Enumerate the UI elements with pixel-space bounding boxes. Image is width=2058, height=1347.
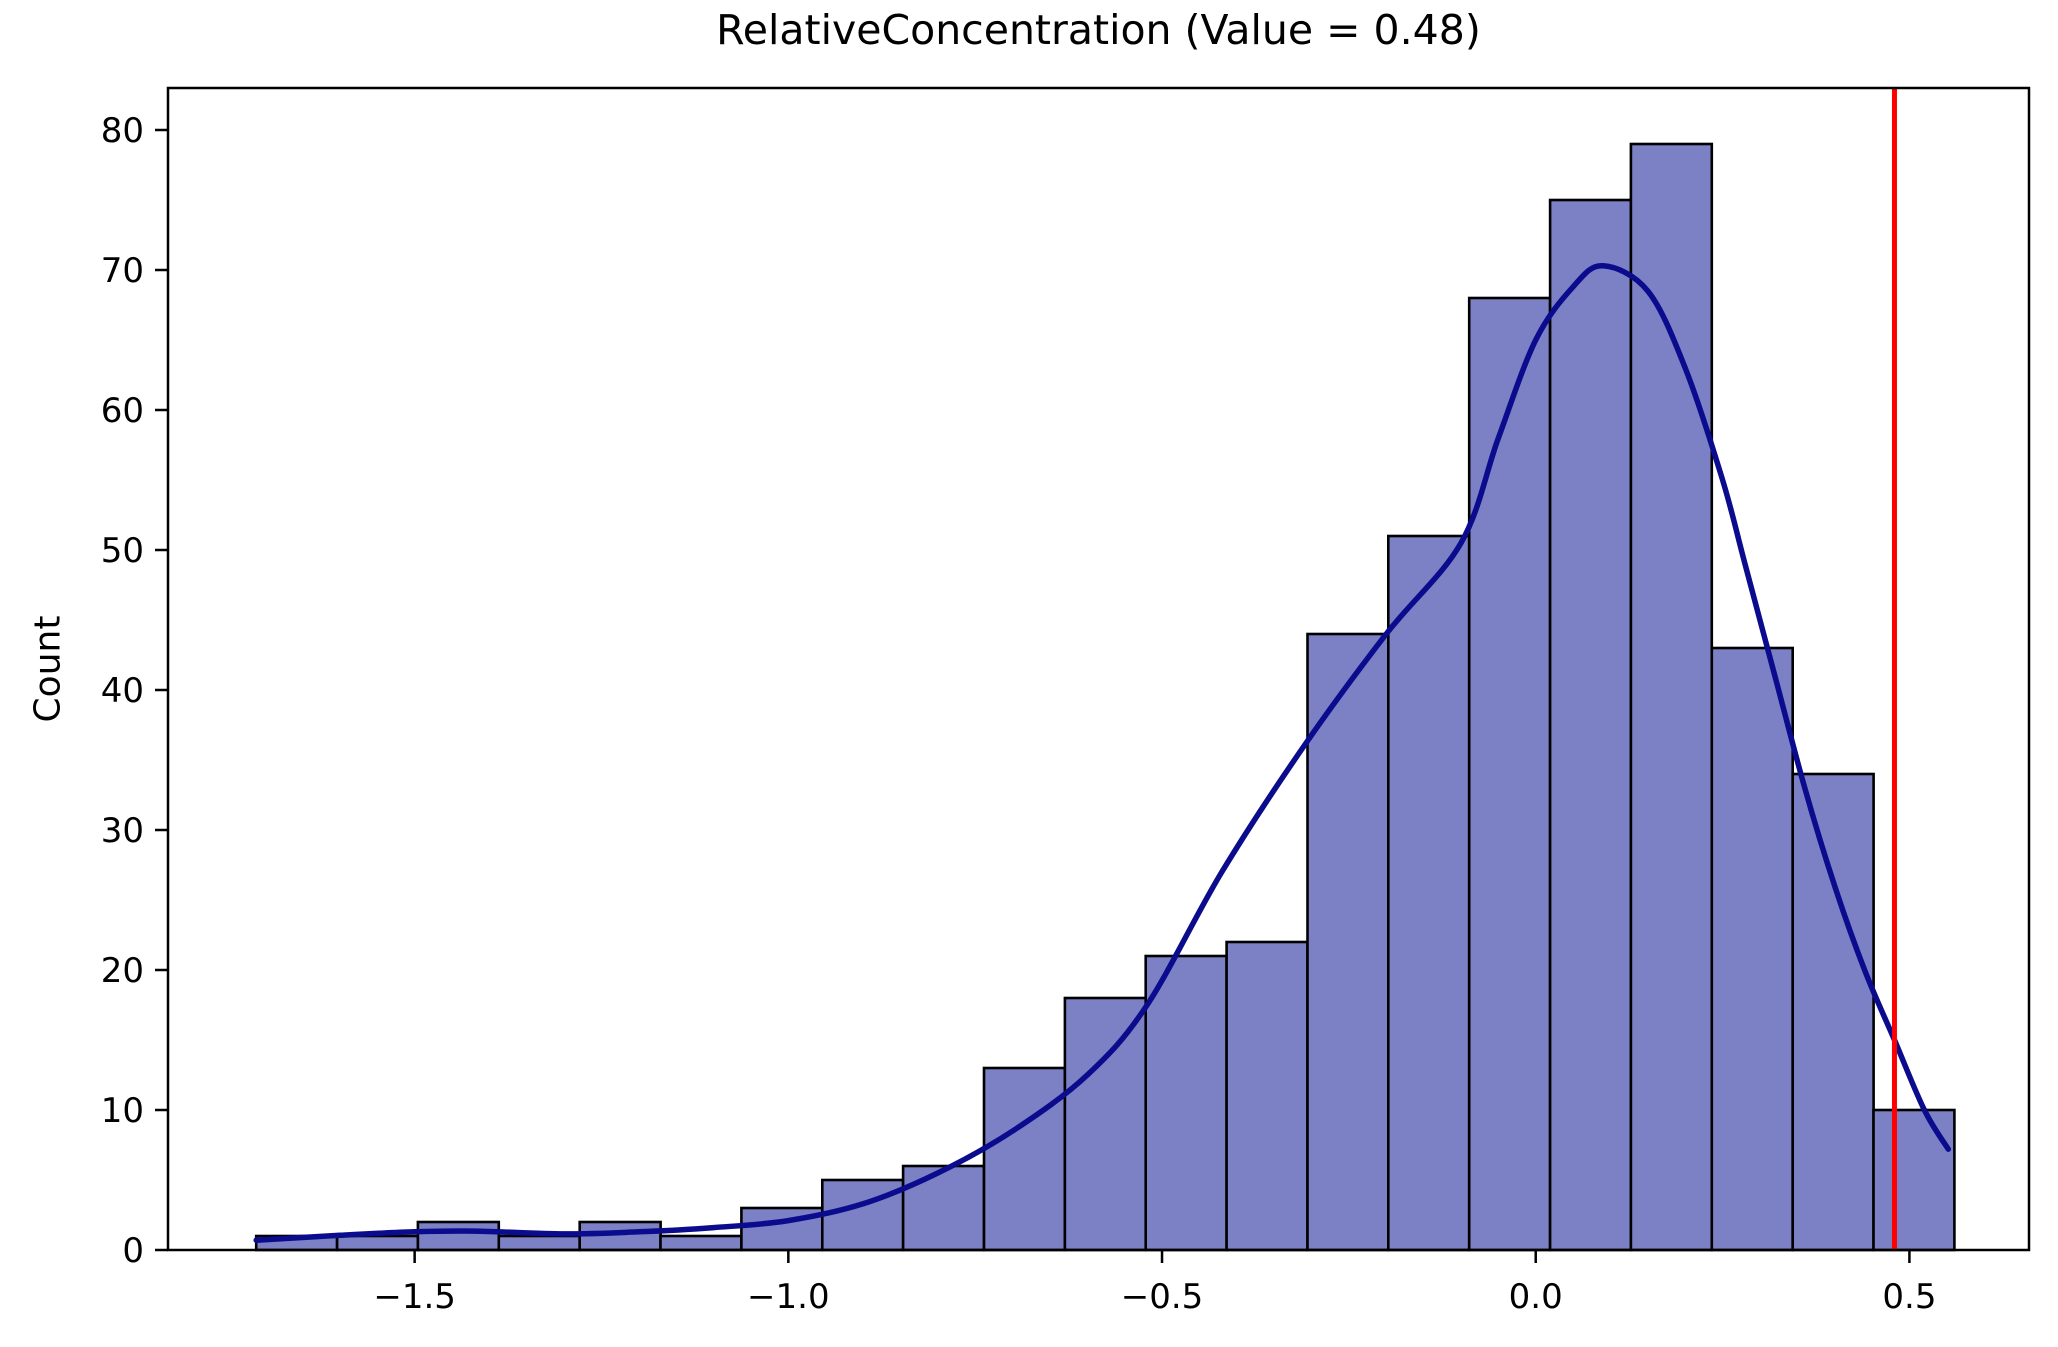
x-tick-label: −1.0 xyxy=(747,1277,830,1317)
histogram-bar xyxy=(1225,940,1309,1252)
y-tick-label: 70 xyxy=(101,251,144,291)
histogram-bar xyxy=(335,1234,420,1252)
histogram-bar xyxy=(1791,772,1875,1252)
y-tick-label: 0 xyxy=(122,1231,144,1271)
histogram-bar xyxy=(416,1220,501,1252)
histogram-bar xyxy=(901,1164,986,1252)
histogram-bar xyxy=(1872,1108,1956,1252)
x-tick-label: 0.5 xyxy=(1882,1277,1936,1317)
histogram-bar xyxy=(1629,142,1714,1252)
histogram-bar xyxy=(1387,534,1471,1252)
histogram-bar xyxy=(497,1234,581,1252)
histogram-bar xyxy=(659,1234,743,1252)
chart-title: RelativeConcentration (Value = 0.48) xyxy=(716,6,1481,54)
y-tick-label: 50 xyxy=(101,531,144,571)
histogram-bar xyxy=(1144,954,1228,1252)
y-tick-label: 80 xyxy=(101,111,144,151)
y-tick-label: 40 xyxy=(101,671,144,711)
histogram-bar xyxy=(982,1066,1067,1252)
histogram-bar xyxy=(1063,996,1148,1252)
y-tick-label: 20 xyxy=(101,951,144,991)
axes-spines xyxy=(166,86,2031,1252)
y-tick-label: 10 xyxy=(101,1091,144,1131)
x-tick-label: 0.0 xyxy=(1509,1277,1563,1317)
kde-curve xyxy=(253,263,1952,1243)
y-tick-label: 30 xyxy=(101,811,144,851)
histogram-bar xyxy=(1467,296,1552,1252)
x-tick-label: −1.5 xyxy=(373,1277,456,1317)
histogram-bar xyxy=(1548,198,1633,1252)
y-tick-label: 60 xyxy=(101,391,144,431)
histogram-bar xyxy=(1710,646,1795,1252)
x-tick-label: −0.5 xyxy=(1121,1277,1204,1317)
histogram-bar xyxy=(820,1178,905,1252)
